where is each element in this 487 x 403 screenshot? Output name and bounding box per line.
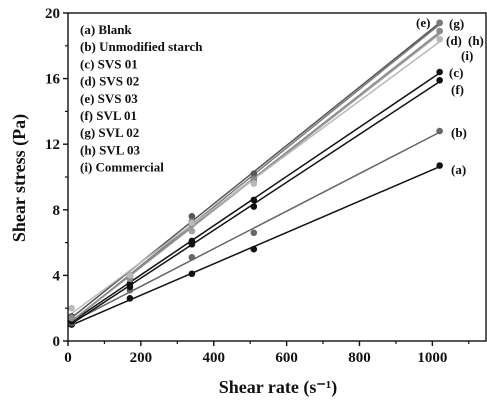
data-point-i <box>250 180 258 187</box>
data-point-b <box>436 127 443 135</box>
x-axis-title: Shear rate (s⁻¹) <box>219 377 338 398</box>
data-point-f <box>126 283 134 291</box>
series-points <box>68 19 443 328</box>
data-point-b <box>188 254 196 261</box>
series-end-label-d: (d) <box>446 33 462 48</box>
legend-entry: (c) SVS 01 <box>80 56 138 71</box>
data-point-a <box>436 162 443 169</box>
legend-entry: (g) SVL 02 <box>80 125 139 140</box>
legend-entry: (i) Commercial <box>80 160 164 175</box>
series-end-labels: (a) (b) (c) (d) (e) (f) (g) (h)(i) <box>416 15 484 177</box>
legend-entry: (d) SVS 02 <box>80 74 139 89</box>
data-point-i <box>126 272 134 279</box>
data-point-i <box>436 35 443 43</box>
data-point-i <box>188 219 196 227</box>
legend-entry: (h) SVL 03 <box>80 142 140 157</box>
data-point-f <box>188 240 196 248</box>
data-point-h <box>68 314 75 322</box>
y-tick-label: 16 <box>45 72 61 88</box>
data-point-a <box>250 245 258 253</box>
data-point-f <box>250 203 258 210</box>
series-end-label-f: (f) <box>451 82 464 97</box>
data-point-d <box>188 227 196 235</box>
series-end-label-a: (a) <box>451 162 466 177</box>
y-tick-label: 0 <box>53 334 61 350</box>
legend-entry: (f) SVL 01 <box>80 108 137 123</box>
legend-entry: (b) Unmodified starch <box>80 39 203 54</box>
y-tick-label: 4 <box>53 268 61 284</box>
x-tick-label: 400 <box>202 350 225 366</box>
data-point-g <box>436 19 443 27</box>
x-tick-label: 1000 <box>417 350 447 366</box>
data-point-i <box>68 304 75 312</box>
data-point-c <box>436 68 443 76</box>
x-tick-label: 0 <box>64 350 72 366</box>
data-point-e <box>250 170 258 178</box>
y-axis-title: Shear stress (Pa) <box>9 114 30 242</box>
series-end-label-c: (c) <box>449 65 463 80</box>
x-tick-label: 200 <box>130 350 153 366</box>
y-tick-label: 20 <box>45 6 60 22</box>
series-end-label-h: (h) <box>468 33 484 48</box>
legend-entry: (e) SVS 03 <box>80 91 138 106</box>
data-point-c <box>250 196 258 204</box>
data-point-a <box>126 295 134 302</box>
series-end-label-i: (i) <box>461 48 473 63</box>
series-end-label-e: (e) <box>416 15 430 30</box>
x-tick-label: 800 <box>348 350 371 366</box>
y-tick-label: 8 <box>53 203 61 219</box>
series-end-label-b: (b) <box>451 125 467 140</box>
legend-entry: (a) Blank <box>80 22 132 37</box>
data-point-h <box>436 27 443 35</box>
x-tick-label: 600 <box>275 350 298 366</box>
legend: (a) Blank (b) Unmodified starch (c) SVS 01… <box>80 22 203 175</box>
x-axis-ticks: 0 200 400 600 800 1000 <box>64 341 470 366</box>
data-point-f <box>436 76 443 84</box>
y-axis-ticks: 0 4 8 12 16 20 <box>45 6 68 350</box>
data-point-e <box>188 213 196 220</box>
data-point-a <box>188 270 196 278</box>
series-end-label-g: (g) <box>449 16 464 31</box>
y-tick-label: 12 <box>45 137 60 153</box>
data-point-b <box>250 229 258 237</box>
